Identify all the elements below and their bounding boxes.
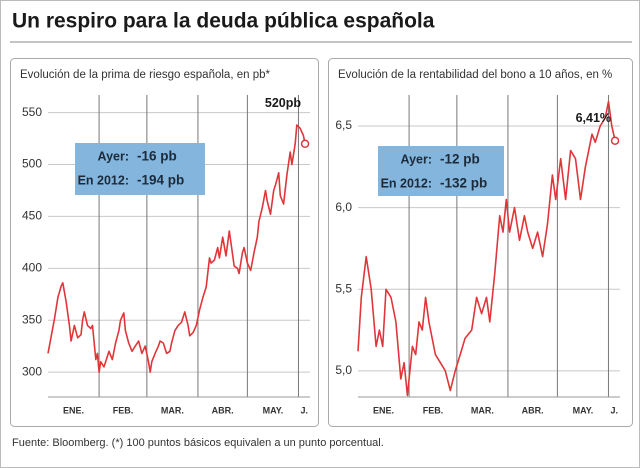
callout-value: -194 pb xyxy=(137,173,184,188)
y-tick-label: 550 xyxy=(22,105,42,119)
callout-value: -132 pb xyxy=(440,176,487,191)
x-tick-label: FEB. xyxy=(423,405,444,415)
callout-box xyxy=(378,146,504,196)
end-label: 6,41% xyxy=(576,111,611,125)
callout-value: -16 pb xyxy=(137,149,177,164)
y-tick-label: 400 xyxy=(22,260,42,274)
panel-subtitle: Evolución de la prima de riesgo española… xyxy=(20,69,270,81)
y-tick-label: 500 xyxy=(22,157,42,171)
y-tick-label: 5,0 xyxy=(335,363,352,377)
x-tick-label: J. xyxy=(300,405,308,415)
data-line xyxy=(357,100,616,397)
y-tick-label: 6,0 xyxy=(335,200,352,214)
data-line xyxy=(47,124,306,373)
end-point xyxy=(300,139,310,149)
page-title: Un respiro para la deuda pública español… xyxy=(12,10,435,33)
x-tick-label: FEB. xyxy=(113,405,134,415)
callout-label: Ayer: xyxy=(98,149,130,163)
y-tick-label: 300 xyxy=(22,364,42,378)
y-tick-label: 350 xyxy=(22,312,42,326)
end-point xyxy=(610,136,620,145)
x-tick-label: ABR. xyxy=(522,405,544,415)
callout-value: -12 pb xyxy=(440,152,480,167)
x-tick-label: ENE. xyxy=(373,405,394,415)
y-tick-label: 6,5 xyxy=(335,118,352,132)
callout-label: En 2012: xyxy=(381,176,432,190)
x-tick-label: MAR. xyxy=(161,405,184,415)
y-tick-label: 5,5 xyxy=(335,281,352,295)
callout-label: En 2012: xyxy=(78,173,129,187)
callout-label: Ayer: xyxy=(401,152,433,166)
panel-subtitle: Evolución de la rentabilidad del bono a … xyxy=(338,69,612,81)
source-note: Fuente: Bloomberg. (*) 100 puntos básico… xyxy=(12,437,384,449)
x-tick-label: MAY. xyxy=(573,405,594,415)
x-tick-label: J. xyxy=(610,405,618,415)
x-tick-label: MAY. xyxy=(263,405,284,415)
x-tick-label: ABR. xyxy=(212,405,234,415)
end-label: 520pb xyxy=(265,96,301,110)
x-tick-label: ENE. xyxy=(63,405,84,415)
y-tick-label: 450 xyxy=(22,209,42,223)
callout-box xyxy=(75,143,205,195)
panel-frame xyxy=(10,58,319,427)
x-tick-label: MAR. xyxy=(471,405,494,415)
